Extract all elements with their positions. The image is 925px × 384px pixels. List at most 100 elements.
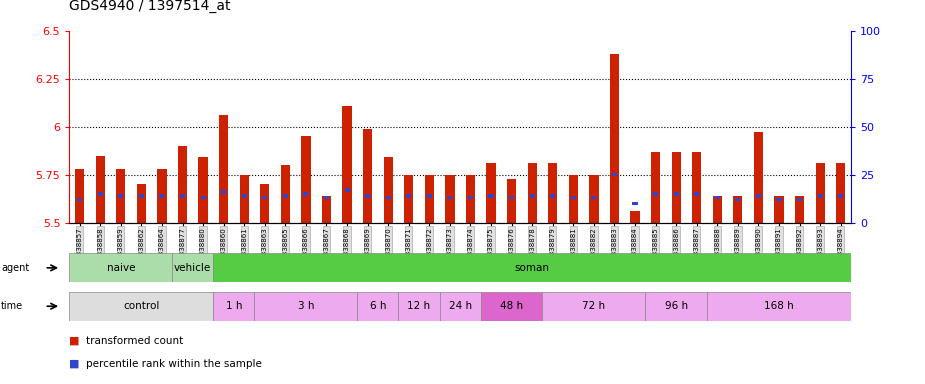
Bar bbox=[159, 194, 165, 197]
Bar bbox=[219, 115, 228, 223]
Bar bbox=[549, 163, 558, 223]
Text: 24 h: 24 h bbox=[449, 301, 472, 311]
Bar bbox=[466, 175, 475, 223]
Text: 48 h: 48 h bbox=[500, 301, 524, 311]
Bar bbox=[283, 194, 288, 197]
Bar bbox=[241, 194, 247, 197]
Bar bbox=[509, 196, 514, 200]
Bar bbox=[221, 190, 227, 194]
Bar bbox=[386, 196, 390, 200]
Bar bbox=[324, 196, 329, 200]
Text: vehicle: vehicle bbox=[174, 263, 212, 273]
Bar bbox=[694, 192, 699, 195]
Bar bbox=[406, 194, 412, 197]
Bar bbox=[542, 292, 646, 321]
Bar bbox=[118, 194, 123, 197]
Bar bbox=[610, 54, 619, 223]
Bar bbox=[712, 196, 722, 223]
Text: 6 h: 6 h bbox=[370, 301, 386, 311]
Bar bbox=[214, 292, 254, 321]
Bar bbox=[384, 157, 393, 223]
Bar bbox=[754, 132, 763, 223]
Bar bbox=[633, 202, 637, 205]
Text: 168 h: 168 h bbox=[764, 301, 794, 311]
Bar bbox=[254, 292, 357, 321]
Bar bbox=[342, 106, 352, 223]
Bar bbox=[322, 196, 331, 223]
Bar bbox=[692, 152, 701, 223]
Bar bbox=[673, 192, 679, 195]
Bar bbox=[707, 292, 851, 321]
Bar bbox=[816, 163, 825, 223]
Bar bbox=[201, 196, 205, 200]
Bar bbox=[363, 129, 372, 223]
Bar bbox=[735, 198, 740, 201]
Bar bbox=[838, 194, 844, 197]
Bar bbox=[550, 194, 555, 197]
Bar bbox=[612, 173, 617, 177]
Bar bbox=[651, 152, 660, 223]
Bar bbox=[399, 292, 439, 321]
Bar bbox=[672, 152, 681, 223]
Bar bbox=[448, 196, 452, 200]
Text: 72 h: 72 h bbox=[583, 301, 606, 311]
Text: agent: agent bbox=[1, 263, 30, 273]
Bar bbox=[262, 196, 267, 200]
Bar bbox=[653, 192, 659, 195]
Text: GDS4940 / 1397514_at: GDS4940 / 1397514_at bbox=[69, 0, 231, 13]
Bar bbox=[69, 292, 214, 321]
Bar bbox=[357, 292, 399, 321]
Bar bbox=[756, 194, 761, 197]
Bar bbox=[589, 175, 598, 223]
Bar bbox=[797, 198, 802, 201]
Bar bbox=[481, 292, 542, 321]
Text: soman: soman bbox=[514, 263, 549, 273]
Text: naive: naive bbox=[106, 263, 135, 273]
Bar bbox=[303, 192, 308, 195]
Bar bbox=[77, 198, 82, 201]
Bar bbox=[178, 146, 187, 223]
Bar bbox=[715, 196, 720, 200]
Bar bbox=[344, 189, 350, 192]
Bar bbox=[95, 156, 105, 223]
Bar bbox=[260, 184, 269, 223]
Bar bbox=[774, 196, 783, 223]
Bar bbox=[404, 175, 413, 223]
Text: ■: ■ bbox=[69, 359, 80, 369]
Bar bbox=[98, 192, 103, 195]
Bar bbox=[137, 184, 146, 223]
Bar bbox=[569, 175, 578, 223]
Bar bbox=[571, 196, 576, 200]
Bar bbox=[180, 194, 185, 197]
Bar bbox=[631, 211, 640, 223]
Bar bbox=[507, 179, 516, 223]
Text: percentile rank within the sample: percentile rank within the sample bbox=[86, 359, 262, 369]
Text: time: time bbox=[1, 301, 23, 311]
Text: control: control bbox=[123, 301, 159, 311]
Text: 3 h: 3 h bbox=[298, 301, 315, 311]
Bar bbox=[426, 194, 432, 197]
Text: ■: ■ bbox=[69, 336, 80, 346]
Bar bbox=[818, 194, 822, 197]
Bar bbox=[214, 253, 851, 282]
Bar bbox=[199, 157, 208, 223]
Bar bbox=[280, 165, 290, 223]
Bar bbox=[445, 175, 454, 223]
Bar bbox=[425, 175, 434, 223]
Text: 1 h: 1 h bbox=[226, 301, 242, 311]
Bar bbox=[795, 196, 804, 223]
Bar bbox=[75, 169, 84, 223]
Bar bbox=[488, 194, 494, 197]
Bar bbox=[439, 292, 481, 321]
Bar bbox=[734, 196, 743, 223]
Bar bbox=[527, 163, 536, 223]
Bar bbox=[365, 194, 370, 197]
Bar bbox=[776, 198, 782, 201]
Bar bbox=[69, 253, 172, 282]
Bar bbox=[487, 163, 496, 223]
Bar bbox=[240, 175, 249, 223]
Text: 96 h: 96 h bbox=[664, 301, 687, 311]
Bar bbox=[591, 196, 597, 200]
Bar bbox=[530, 194, 535, 197]
Bar bbox=[468, 196, 473, 200]
